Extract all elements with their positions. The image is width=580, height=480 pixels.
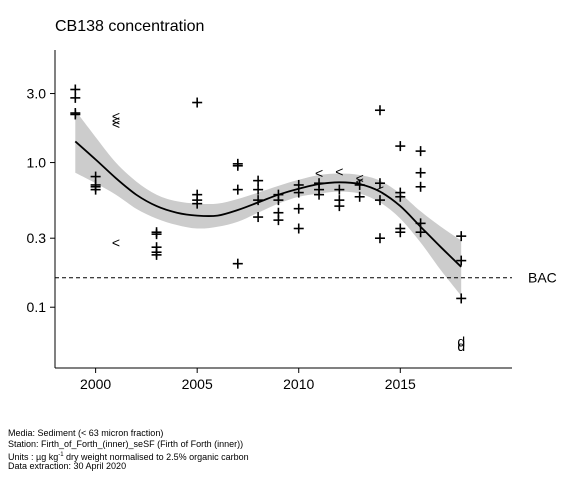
data-point	[273, 195, 284, 206]
data-point	[334, 201, 345, 212]
x-tick-label: 2005	[182, 376, 213, 392]
data-point	[293, 203, 304, 214]
data-point-less-than: <	[356, 170, 364, 186]
confidence-band	[75, 110, 462, 296]
data-point	[334, 184, 345, 195]
data-point	[253, 175, 264, 186]
data-point	[395, 227, 406, 238]
data-point	[253, 212, 264, 223]
reference-line-layer: BAC	[55, 270, 557, 286]
data-point	[374, 195, 385, 206]
axes-layer: 0.1 0.3 1.0 3.0 2000 2005 2010 2015	[27, 50, 512, 392]
trend-line	[74, 140, 462, 268]
data-point	[415, 146, 426, 157]
data-point	[253, 195, 264, 206]
chart-title: CB138 concentration	[55, 18, 205, 35]
data-point	[70, 92, 81, 103]
data-point	[273, 215, 284, 226]
footer-extraction: Data extraction: 30 April 2020	[8, 461, 127, 471]
confidence-band-layer	[75, 110, 462, 296]
y-tick-label: 1.0	[27, 155, 47, 171]
data-point-less-than: <	[112, 108, 120, 124]
footer-units-suffix: dry weight normalised to 2.5% organic ca…	[63, 452, 249, 462]
data-point	[151, 249, 162, 260]
data-point	[374, 178, 385, 189]
footer-media: Media: Sediment (< 63 micron fraction)	[8, 428, 164, 438]
data-point	[232, 184, 243, 195]
data-point	[151, 229, 162, 240]
data-point-d: d	[457, 333, 465, 349]
footer-units: Units : µg kg-1 dry weight normalised to…	[8, 450, 249, 463]
data-point-less-than: <	[335, 163, 343, 179]
data-point	[374, 105, 385, 116]
x-tick-label: 2010	[283, 376, 314, 392]
data-point	[354, 191, 365, 202]
x-tick-label: 2015	[385, 376, 416, 392]
data-point	[232, 258, 243, 269]
data-point-less-than: <	[315, 165, 323, 181]
x-tick-label: 2000	[80, 376, 111, 392]
bac-label: BAC	[528, 270, 557, 286]
data-point	[415, 218, 426, 229]
points-layer: <<<<<<<<<dd	[70, 84, 467, 354]
footer-units-prefix: Units : µg kg	[8, 452, 59, 462]
data-point-less-than: <	[112, 113, 120, 129]
data-point	[293, 187, 304, 198]
data-point	[70, 109, 81, 120]
data-point-d: d	[457, 338, 465, 354]
data-point	[456, 231, 467, 242]
data-point-less-than: <	[112, 235, 120, 251]
y-tick-label: 0.1	[27, 299, 47, 315]
data-point	[374, 233, 385, 244]
trend-line-layer	[74, 140, 462, 268]
data-point-less-than: <	[376, 182, 384, 198]
data-point	[354, 179, 365, 190]
footer-units-sup: -1	[58, 452, 64, 458]
data-point-less-than: <	[112, 116, 120, 132]
data-point	[395, 191, 406, 202]
data-point	[314, 189, 325, 200]
data-point	[456, 293, 467, 304]
data-point	[70, 84, 81, 95]
y-tick-label: 3.0	[27, 86, 47, 102]
footer-station: Station: Firth_of_Forth_(inner)_seSF (Fi…	[8, 439, 244, 449]
y-tick-label: 0.3	[27, 230, 47, 246]
data-point	[90, 184, 101, 195]
data-point	[456, 255, 467, 266]
data-point	[415, 181, 426, 192]
data-point	[415, 227, 426, 238]
data-point	[415, 167, 426, 178]
data-point	[90, 171, 101, 182]
data-point	[253, 184, 264, 195]
data-point	[293, 223, 304, 234]
data-point	[395, 141, 406, 152]
data-point	[192, 198, 203, 209]
data-point	[192, 97, 203, 108]
data-point	[232, 160, 243, 171]
